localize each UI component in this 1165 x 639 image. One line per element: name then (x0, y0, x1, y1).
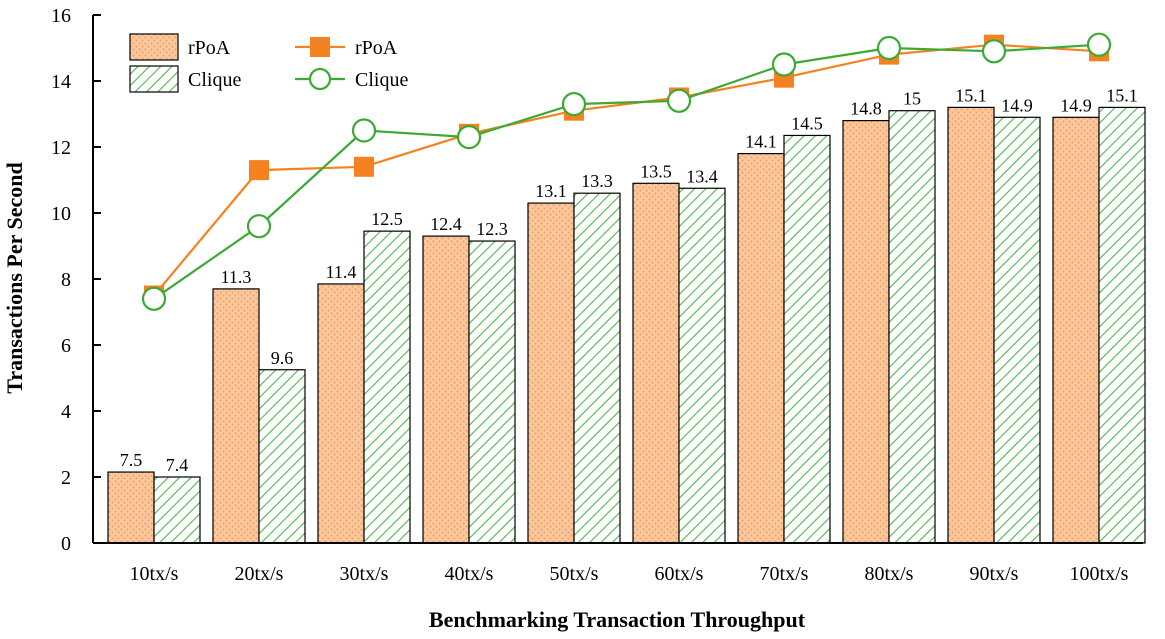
data-label-rpoa-4: 13.1 (535, 181, 567, 201)
x-axis-title: Benchmarking Transaction Throughput (429, 607, 806, 632)
y-tick-label: 14 (51, 71, 71, 93)
y-tick-label: 4 (61, 401, 71, 423)
bar-clique-3 (468, 240, 516, 544)
y-tick-label: 6 (61, 335, 71, 357)
y-tick-label: 0 (61, 533, 71, 555)
point-clique-9 (1086, 32, 1112, 57)
data-label-clique-0: 7.4 (166, 455, 189, 475)
y-axis-title: Transactions Per Second (2, 162, 27, 393)
x-tick-label: 60tx/s (655, 563, 704, 585)
x-tick-label: 100tx/s (1070, 563, 1129, 585)
data-label-rpoa-5: 13.5 (640, 161, 672, 181)
data-label-clique-2: 12.5 (371, 209, 403, 229)
legend-label-bar-clique: Clique (188, 69, 241, 91)
x-tick-label: 20tx/s (235, 563, 284, 585)
bar-clique-8 (993, 116, 1041, 544)
legend-swatch-bar-rpoa (129, 33, 179, 61)
point-clique-3 (456, 125, 482, 150)
data-label-rpoa-2: 11.4 (326, 262, 357, 282)
bar-rpoa-2 (317, 283, 365, 544)
bar-clique-4 (573, 192, 621, 544)
x-tick-label: 50tx/s (550, 563, 599, 585)
data-label-rpoa-0: 7.5 (120, 450, 143, 470)
bar-clique-5 (678, 187, 726, 544)
point-rpoa-1 (249, 160, 269, 181)
bar-clique-7 (888, 110, 936, 544)
x-tick-label: 10tx/s (130, 563, 179, 585)
legend-marker-rpoa (310, 37, 330, 57)
x-tick-label: 70tx/s (760, 563, 809, 585)
x-tick-label: 30tx/s (340, 563, 389, 585)
y-tick-label: 16 (51, 5, 71, 27)
y-tick-label: 2 (61, 467, 71, 489)
bar-rpoa-6 (737, 153, 785, 544)
point-clique-1 (246, 214, 272, 239)
y-tick-label: 8 (61, 269, 71, 291)
x-tick-label: 40tx/s (445, 563, 494, 585)
bar-rpoa-4 (527, 202, 575, 544)
bar-clique-2 (363, 230, 411, 544)
data-label-rpoa-6: 14.1 (745, 132, 777, 152)
y-tick-label: 12 (51, 137, 71, 159)
data-label-clique-6: 14.5 (791, 113, 823, 133)
data-label-rpoa-8: 15.1 (955, 85, 987, 105)
point-clique-5 (666, 88, 692, 113)
point-clique-8 (981, 39, 1007, 64)
point-clique-4 (561, 91, 587, 117)
bar-clique-9 (1098, 106, 1146, 544)
data-label-clique-5: 13.4 (686, 166, 718, 186)
data-label-rpoa-3: 12.4 (430, 214, 462, 234)
bar-rpoa-9 (1052, 116, 1100, 544)
data-label-rpoa-7: 14.8 (850, 99, 882, 119)
legend-label-line-clique: Clique (355, 69, 408, 91)
bar-clique-6 (783, 134, 831, 544)
bar-rpoa-5 (632, 182, 680, 544)
data-label-rpoa-1: 11.3 (221, 267, 252, 287)
data-label-rpoa-9: 14.9 (1060, 95, 1092, 115)
line-clique (153, 43, 1100, 300)
data-label-clique-7: 15 (903, 89, 921, 109)
point-clique-2 (351, 118, 377, 143)
bar-rpoa-8 (947, 106, 995, 544)
legend-marker-clique (308, 67, 332, 91)
bar-clique-1 (258, 369, 306, 544)
point-clique-6 (771, 52, 797, 77)
point-clique-7 (876, 35, 902, 61)
data-label-clique-3: 12.3 (476, 219, 508, 239)
legend-label-bar-rpoa: rPoA (188, 37, 231, 59)
bar-rpoa-0 (107, 471, 155, 544)
x-tick-label: 90tx/s (970, 563, 1019, 585)
bar-rpoa-3 (422, 235, 470, 544)
point-rpoa-2 (354, 156, 374, 177)
point-clique-0 (141, 286, 167, 311)
data-label-clique-8: 14.9 (1001, 95, 1033, 115)
bar-rpoa-7 (842, 119, 890, 544)
legend-swatch-bar-clique (129, 65, 179, 93)
x-tick-label: 80tx/s (865, 563, 914, 585)
bar-clique-0 (153, 476, 201, 544)
data-label-clique-1: 9.6 (271, 348, 294, 368)
y-tick-label: 10 (51, 203, 71, 225)
bar-rpoa-1 (212, 288, 260, 544)
legend-label-line-rpoa: rPoA (355, 37, 398, 59)
data-label-clique-9: 15.1 (1106, 85, 1138, 105)
data-label-clique-4: 13.3 (581, 171, 613, 191)
